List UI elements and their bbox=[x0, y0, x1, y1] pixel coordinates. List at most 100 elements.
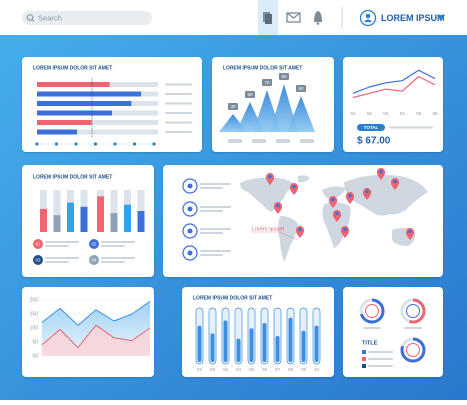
bar bbox=[53, 215, 61, 232]
map-pin bbox=[332, 210, 342, 222]
legend-swatch bbox=[362, 364, 366, 368]
pill bbox=[262, 323, 267, 362]
map-pin bbox=[328, 196, 338, 208]
badge-label: 50 bbox=[247, 92, 253, 97]
doc-icon[interactable] bbox=[263, 12, 272, 24]
total-value: $ 67.00 bbox=[357, 136, 391, 147]
badge-label: 70 bbox=[264, 80, 270, 85]
legend-label: 04 bbox=[91, 257, 97, 262]
map-pin-core bbox=[343, 227, 347, 232]
map-pin bbox=[362, 188, 372, 200]
donut-arc bbox=[400, 298, 426, 324]
x-tick-label: 06 bbox=[432, 111, 438, 116]
x-tick-label: 05 bbox=[416, 111, 422, 116]
bar bbox=[37, 101, 132, 106]
bar bbox=[37, 129, 77, 135]
badge bbox=[228, 103, 238, 110]
dropdown-arrow[interactable] bbox=[437, 15, 445, 21]
map-pin bbox=[405, 228, 415, 240]
legend-dot bbox=[33, 239, 43, 249]
x-tick-label: 05 bbox=[249, 367, 255, 372]
badge-label: 60 bbox=[298, 86, 304, 91]
bell-icon[interactable] bbox=[314, 11, 322, 25]
badge-label: 30 bbox=[230, 104, 236, 109]
legend-dot bbox=[89, 255, 99, 265]
dot bbox=[74, 142, 78, 146]
bar-track bbox=[37, 120, 158, 125]
map-pin-core bbox=[268, 174, 272, 179]
panel-title: LOREM IPSUM DOLOR SIT AMET bbox=[33, 174, 112, 180]
dot bbox=[54, 142, 59, 146]
x-tick-label: 10 bbox=[314, 367, 320, 372]
map-pin-core bbox=[348, 193, 352, 198]
map-pin-core bbox=[365, 189, 369, 194]
y-tick-label: 100 bbox=[30, 325, 39, 331]
legend-label: 03 bbox=[35, 257, 41, 262]
info-icon-core bbox=[187, 183, 193, 189]
dot bbox=[132, 142, 137, 146]
line bbox=[352, 69, 436, 94]
badge bbox=[245, 91, 255, 98]
x-tick-label: 08 bbox=[288, 367, 294, 372]
bar-track bbox=[37, 129, 158, 135]
map-pin-core bbox=[379, 169, 383, 174]
pin-leader bbox=[252, 231, 299, 241]
badge bbox=[296, 85, 306, 92]
x-tick-label: 04 bbox=[400, 111, 406, 116]
bar bbox=[137, 211, 145, 232]
legend-dot bbox=[89, 239, 99, 249]
donut-inner bbox=[406, 343, 420, 357]
world-map bbox=[240, 174, 428, 262]
map-pin-core bbox=[335, 211, 339, 216]
pill bbox=[223, 320, 228, 362]
bar bbox=[37, 82, 110, 87]
donut-arc bbox=[359, 298, 385, 324]
donut-inner bbox=[406, 304, 420, 318]
user-avatar[interactable] bbox=[359, 9, 377, 27]
y-tick-label: 00 bbox=[32, 353, 38, 359]
bar bbox=[124, 204, 131, 232]
bar bbox=[37, 120, 92, 125]
bar bbox=[97, 196, 104, 232]
placeholder-box bbox=[252, 139, 266, 143]
bar bbox=[110, 213, 118, 232]
map-pin bbox=[265, 173, 275, 185]
map-pin bbox=[295, 226, 305, 238]
search-box[interactable] bbox=[22, 11, 152, 25]
y-tick-label: 50 bbox=[32, 339, 38, 345]
legend-swatch bbox=[362, 350, 366, 354]
user-name[interactable]: LOREM IPSUM bbox=[381, 13, 445, 23]
pill bbox=[249, 328, 254, 362]
pill bbox=[197, 325, 202, 362]
total-label: TOTAL bbox=[364, 125, 379, 130]
total-pill bbox=[357, 124, 385, 131]
donut-arc bbox=[400, 337, 426, 363]
placeholder-box bbox=[300, 139, 314, 143]
legend-swatch bbox=[362, 357, 366, 361]
mail-icon[interactable] bbox=[286, 12, 301, 23]
x-tick-label: 04 bbox=[236, 367, 242, 372]
map-pin bbox=[345, 192, 355, 204]
map-pin-core bbox=[298, 227, 302, 232]
bar bbox=[80, 206, 88, 232]
panel-title: LOREM IPSUM DOLOR SIT AMET bbox=[193, 295, 272, 301]
pill bbox=[275, 336, 280, 362]
dot bbox=[35, 142, 39, 146]
line bbox=[41, 300, 151, 326]
map-pin bbox=[390, 178, 400, 190]
pill bbox=[288, 317, 293, 362]
legend-dot bbox=[33, 255, 43, 265]
x-tick-label: 01 bbox=[197, 367, 203, 372]
line bbox=[352, 75, 436, 99]
panel-title: LOREM IPSUM DOLOR SIT AMET bbox=[223, 65, 302, 71]
area bbox=[42, 325, 150, 356]
bar bbox=[37, 91, 142, 97]
panel-title: LOREM IPSUM DOLOR SIT AMET bbox=[33, 65, 112, 71]
info-icon-core bbox=[187, 206, 193, 212]
donut-inner bbox=[365, 304, 379, 318]
pill bbox=[301, 330, 306, 362]
peak bbox=[270, 84, 298, 132]
placeholder-box bbox=[228, 139, 242, 143]
x-tick-label: 07 bbox=[275, 367, 281, 372]
